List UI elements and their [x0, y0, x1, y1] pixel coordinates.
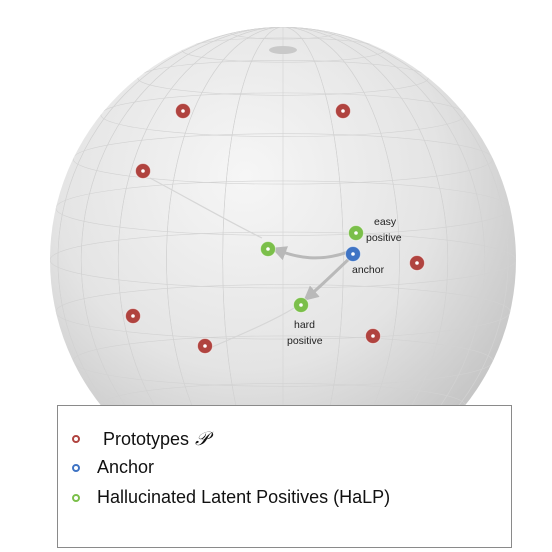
point-labels: easy positive anchor hard positive — [287, 216, 402, 347]
arrows — [149, 177, 352, 348]
hard-positive-point — [293, 297, 309, 313]
legend-prototypes-label: Prototypes — [103, 428, 190, 449]
hard-positive-label-line2: positive — [287, 335, 323, 347]
hard-positive-label-line1: hard — [294, 319, 315, 331]
anchor-marker-icon — [72, 463, 80, 472]
prototype-point — [197, 338, 213, 354]
sphere-latitude-line — [230, 27, 336, 40]
prototype-point — [125, 308, 141, 324]
sphere-latitude-line — [50, 231, 516, 289]
legend-anchor-label: Anchor — [97, 457, 155, 477]
arrow-anchor-to-hard-positive — [303, 256, 352, 301]
easy-positive-point — [348, 225, 364, 241]
anchor-point — [345, 246, 361, 262]
sphere-meridian-line — [117, 27, 449, 493]
anchor-label: anchor — [352, 264, 385, 276]
prototype-point — [365, 328, 381, 344]
sphere-latitude-line — [55, 284, 511, 340]
arrow-anchor-to-positive — [271, 246, 349, 261]
easy-positive-label-line1: easy — [374, 216, 397, 228]
sphere-meridian-line — [222, 27, 344, 493]
easy-positive-label-line2: positive — [366, 232, 402, 244]
legend: Prototypes 𝒫 Anchor Hallucinated Latent … — [57, 405, 512, 548]
arrow-lower-path — [211, 307, 295, 348]
prototype-point — [135, 163, 151, 179]
positive-point — [260, 241, 276, 257]
prototype-point — [409, 255, 425, 271]
legend-item-prototypes: Prototypes 𝒫 — [72, 428, 209, 450]
sphere-latitude-line — [55, 180, 511, 236]
sphere-meridian-line — [80, 27, 486, 493]
sphere-latitude-line — [137, 60, 429, 96]
legend-prototypes-symbol: 𝒫 — [195, 428, 209, 450]
positive-marker-icon — [72, 493, 80, 502]
legend-item-anchor: Anchor — [72, 457, 154, 478]
prototype-point — [335, 103, 351, 119]
arrow-left-path — [149, 177, 263, 239]
sphere-pole — [269, 46, 297, 54]
prototype-marker-icon — [72, 435, 80, 443]
sphere-meridian-line — [57, 27, 509, 493]
sphere-meridian-line — [166, 27, 400, 493]
legend-item-halp: Hallucinated Latent Positives (HaLP) — [72, 487, 390, 508]
points — [125, 103, 425, 354]
legend-halp-label: Hallucinated Latent Positives (HaLP) — [97, 487, 391, 507]
prototype-point — [175, 103, 191, 119]
